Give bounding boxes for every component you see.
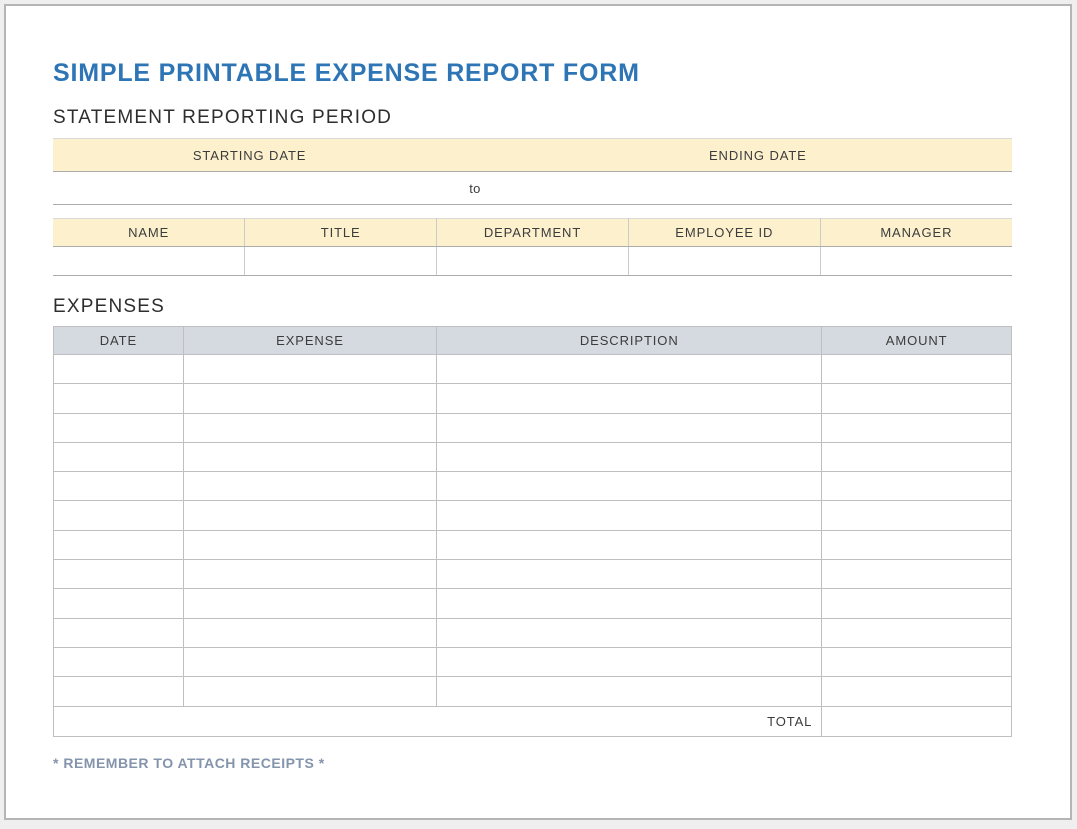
expense-date-cell[interactable] — [53, 500, 184, 531]
page-title: SIMPLE PRINTABLE EXPENSE REPORT FORM — [53, 59, 640, 87]
expense-name-cell[interactable] — [182, 529, 438, 561]
document-page: SIMPLE PRINTABLE EXPENSE REPORT FORM STA… — [4, 4, 1072, 820]
title-header: TITLE — [244, 218, 437, 247]
expense-amount-cell[interactable] — [821, 471, 1012, 502]
expense-description-cell[interactable] — [436, 676, 823, 707]
expense-name-cell[interactable] — [182, 676, 438, 707]
starting-date-header: STARTING DATE — [53, 138, 447, 172]
expense-amount-cell[interactable] — [821, 646, 1012, 678]
expense-name-cell[interactable] — [182, 412, 438, 443]
expense-row — [53, 471, 1012, 502]
expense-date-cell[interactable] — [53, 588, 184, 619]
expense-description-cell[interactable] — [436, 441, 823, 473]
date-header: DATE — [53, 326, 184, 355]
reporting-period-header-row: STARTING DATE ENDING DATE — [53, 138, 1012, 172]
expense-amount-cell[interactable] — [821, 588, 1012, 619]
total-amount-cell[interactable] — [821, 705, 1012, 737]
expense-date-cell[interactable] — [53, 441, 184, 473]
expense-description-cell[interactable] — [436, 559, 823, 590]
expense-total-row: TOTAL — [52, 705, 1012, 737]
expense-row — [53, 617, 1012, 648]
expense-row — [53, 441, 1012, 473]
period-separator-label: to — [446, 171, 504, 205]
expense-row — [53, 646, 1012, 678]
expense-row — [53, 529, 1012, 561]
expense-name-cell[interactable] — [182, 471, 438, 502]
expense-name-cell[interactable] — [182, 617, 438, 648]
expense-date-cell[interactable] — [53, 559, 184, 590]
page-content: SIMPLE PRINTABLE EXPENSE REPORT FORM STA… — [6, 59, 1012, 771]
ending-date-header: ENDING DATE — [503, 138, 1012, 172]
department-field[interactable] — [436, 246, 629, 276]
total-label-cell: TOTAL — [52, 705, 823, 737]
expense-table: DATE EXPENSE DESCRIPTION AMOUNT — [52, 326, 1012, 737]
reporting-period-value-row: to — [53, 171, 1012, 205]
expense-date-cell[interactable] — [53, 617, 184, 648]
expense-date-cell[interactable] — [53, 383, 184, 414]
expense-amount-cell[interactable] — [821, 500, 1012, 531]
expense-description-cell[interactable] — [436, 412, 823, 443]
period-header-spacer — [446, 138, 504, 172]
expense-description-cell[interactable] — [436, 529, 823, 561]
expense-amount-cell[interactable] — [821, 441, 1012, 473]
expense-header: EXPENSE — [182, 326, 438, 355]
ending-date-field[interactable] — [503, 171, 1012, 205]
expense-description-cell[interactable] — [436, 646, 823, 678]
expense-amount-cell[interactable] — [821, 676, 1012, 707]
manager-header: MANAGER — [819, 218, 1012, 247]
reporting-period-table: STARTING DATE ENDING DATE to — [53, 138, 1012, 205]
expense-date-cell[interactable] — [53, 412, 184, 443]
expense-row — [53, 353, 1012, 385]
expense-description-cell[interactable] — [436, 471, 823, 502]
expense-table-body — [53, 353, 1012, 707]
expense-name-cell[interactable] — [182, 646, 438, 678]
section-heading-reporting-period: STATEMENT REPORTING PERIOD — [53, 107, 393, 128]
employee-info-table: NAME TITLE DEPARTMENT EMPLOYEE ID MANAGE… — [53, 218, 1012, 276]
expense-date-cell[interactable] — [53, 646, 184, 678]
expense-name-cell[interactable] — [182, 383, 438, 414]
employee-id-field[interactable] — [627, 246, 821, 276]
expense-description-cell[interactable] — [436, 588, 823, 619]
expense-description-cell[interactable] — [436, 500, 823, 531]
expense-amount-cell[interactable] — [821, 412, 1012, 443]
manager-field[interactable] — [819, 246, 1012, 276]
expense-name-cell[interactable] — [182, 588, 438, 619]
expense-row — [53, 676, 1012, 707]
section-heading-expenses: EXPENSES — [53, 296, 166, 317]
expense-description-cell[interactable] — [436, 353, 823, 385]
title-field[interactable] — [244, 246, 437, 276]
expense-date-cell[interactable] — [53, 529, 184, 561]
attach-receipts-note: * REMEMBER TO ATTACH RECEIPTS * — [53, 754, 325, 771]
expense-amount-cell[interactable] — [821, 353, 1012, 385]
expense-amount-cell[interactable] — [821, 383, 1012, 414]
expense-date-cell[interactable] — [53, 471, 184, 502]
expense-row — [53, 500, 1012, 531]
expense-name-cell[interactable] — [182, 441, 438, 473]
expense-description-cell[interactable] — [436, 617, 823, 648]
employee-info-header-row: NAME TITLE DEPARTMENT EMPLOYEE ID MANAGE… — [53, 218, 1012, 247]
starting-date-field[interactable] — [53, 171, 447, 205]
description-header: DESCRIPTION — [436, 326, 823, 355]
expense-table-header-row: DATE EXPENSE DESCRIPTION AMOUNT — [53, 326, 1012, 355]
name-field[interactable] — [53, 246, 245, 276]
name-header: NAME — [53, 218, 245, 247]
employee-info-value-row — [53, 246, 1012, 276]
expense-name-cell[interactable] — [182, 353, 438, 385]
expense-name-cell[interactable] — [182, 559, 438, 590]
expense-amount-cell[interactable] — [821, 529, 1012, 561]
department-header: DEPARTMENT — [436, 218, 629, 247]
expense-row — [53, 588, 1012, 619]
expense-amount-cell[interactable] — [821, 559, 1012, 590]
expense-date-cell[interactable] — [53, 676, 184, 707]
expense-date-cell[interactable] — [53, 353, 184, 385]
employee-id-header: EMPLOYEE ID — [627, 218, 821, 247]
expense-row — [53, 383, 1012, 414]
expense-amount-cell[interactable] — [821, 617, 1012, 648]
expense-row — [53, 412, 1012, 443]
expense-row — [53, 559, 1012, 590]
expense-name-cell[interactable] — [182, 500, 438, 531]
expense-description-cell[interactable] — [436, 383, 823, 414]
amount-header: AMOUNT — [821, 326, 1012, 355]
